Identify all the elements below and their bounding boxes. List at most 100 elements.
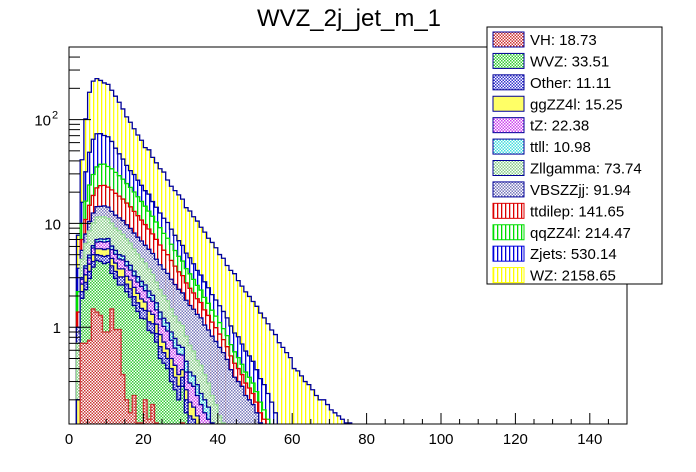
bar-wz (262, 317, 267, 424)
legend-swatch (492, 31, 525, 48)
bar-tz (202, 412, 207, 424)
bar-wz (258, 313, 263, 424)
bar-wz (273, 334, 278, 424)
bar-wvz (165, 368, 170, 424)
legend-swatch (492, 224, 525, 241)
bar-ggzz4l (188, 402, 192, 424)
bar-wvz (124, 291, 129, 424)
bar-ttdilep (258, 412, 263, 424)
x-tick-label: 40 (209, 431, 226, 448)
legend-entry-ggzz4l: ggZZ4l: 15.25 (492, 95, 623, 113)
legend-label: ttdilep: 141.65 (530, 203, 624, 220)
bar-wvz (132, 305, 136, 424)
bar-vh (98, 315, 103, 424)
legend-label: Zllgamma: 73.74 (530, 161, 642, 178)
bar-vh (132, 395, 136, 424)
legend-label: Other: 11.11 (530, 75, 611, 92)
bar-zllgamma (206, 383, 211, 424)
y-tick-label: 1 (53, 320, 61, 337)
legend-entry-ttdilep: ttdilep: 141.65 (492, 202, 624, 220)
bar-wz (325, 404, 330, 424)
bar-vh (95, 312, 99, 424)
bar-other (191, 419, 196, 424)
bar-zjets (262, 384, 267, 424)
legend-entry-tz: tZ: 22.38 (492, 117, 589, 135)
legend-entry-ttll: ttll: 10.98 (492, 138, 591, 156)
legend-label: VH: 18.73 (530, 32, 597, 49)
outline-ggzz4l (75, 248, 200, 424)
bar-wvz (150, 333, 155, 424)
bar-wz (329, 409, 334, 424)
legend-entry-zllgamma: Zllgamma: 73.74 (492, 160, 642, 178)
legend-entry-other: Other: 11.11 (492, 74, 611, 92)
outline-wvz (79, 259, 189, 424)
bar-wz (303, 381, 308, 424)
bar-vbszzjj (225, 359, 229, 424)
bar-ggzz4l (195, 415, 200, 424)
bar-qqzz4l (266, 419, 270, 424)
bar-wvz (121, 285, 125, 424)
legend-swatch (492, 267, 525, 284)
bar-wz (266, 323, 270, 424)
bar-vh (147, 419, 151, 424)
bar-zjets (273, 412, 278, 424)
bar-other (188, 415, 192, 424)
bar-vbszzjj (228, 369, 233, 424)
bar-wz (321, 399, 326, 424)
legend-swatch (492, 138, 525, 155)
bar-wz (340, 419, 345, 424)
bar-tz (199, 404, 203, 424)
bar-wz (255, 306, 259, 424)
bar-vh (109, 308, 114, 424)
bar-vh (124, 399, 129, 424)
bar-zllgamma (217, 415, 222, 424)
bar-wvz (135, 311, 140, 424)
y-tick-label: 10 (44, 216, 61, 233)
bar-wvz (158, 358, 162, 424)
legend-label: WZ: 2158.65 (530, 268, 616, 285)
bar-ttdilep (262, 419, 267, 424)
x-tick-label: 0 (65, 431, 73, 448)
legend-label: Zjets: 530.14 (530, 246, 617, 263)
bar-ttll (202, 399, 207, 424)
bar-vbszzjj (240, 386, 244, 424)
bar-vbszzjj (221, 352, 226, 424)
bar-vh (121, 374, 125, 424)
bar-tz (206, 419, 211, 424)
bar-vh (106, 331, 110, 424)
bar-wz (284, 352, 289, 424)
bar-wvz (147, 330, 151, 424)
bar-vbszzjj (247, 399, 252, 424)
bar-wvz (184, 412, 189, 424)
outline-zjets (75, 133, 278, 424)
legend-swatch (492, 245, 525, 262)
bar-qqzz4l (262, 409, 267, 424)
y-tick-exponent: 2 (52, 110, 58, 122)
legend-label: ttll: 10.98 (530, 139, 591, 156)
outline-qqzz4l (75, 163, 271, 424)
bar-vbszzjj (251, 404, 255, 424)
bar-wz (281, 347, 285, 424)
bar-zllgamma (76, 343, 81, 424)
bar-wvz (162, 363, 166, 424)
bar-wvz (169, 381, 174, 424)
bar-vh (80, 343, 84, 424)
bar-zjets (269, 402, 274, 424)
bar-wvz (139, 318, 144, 424)
legend-label: WVZ: 33.51 (530, 53, 609, 70)
x-tick-label: 140 (577, 431, 602, 448)
bar-vh (87, 340, 92, 424)
x-tick-label: 120 (503, 431, 528, 448)
outline-wz (75, 77, 353, 424)
bar-tz (195, 395, 200, 424)
legend-label: VBSZZjj: 91.94 (530, 182, 631, 199)
bar-wvz (176, 399, 181, 424)
outline-zllgamma (75, 216, 226, 424)
legend-box (486, 26, 663, 285)
bar-zjets (258, 378, 263, 424)
bar-vbszzjj (210, 336, 215, 424)
bar-ggzz4l (76, 399, 81, 424)
bar-wvz (154, 342, 159, 424)
bar-vh (91, 308, 96, 424)
x-tick-label: 80 (358, 431, 375, 448)
